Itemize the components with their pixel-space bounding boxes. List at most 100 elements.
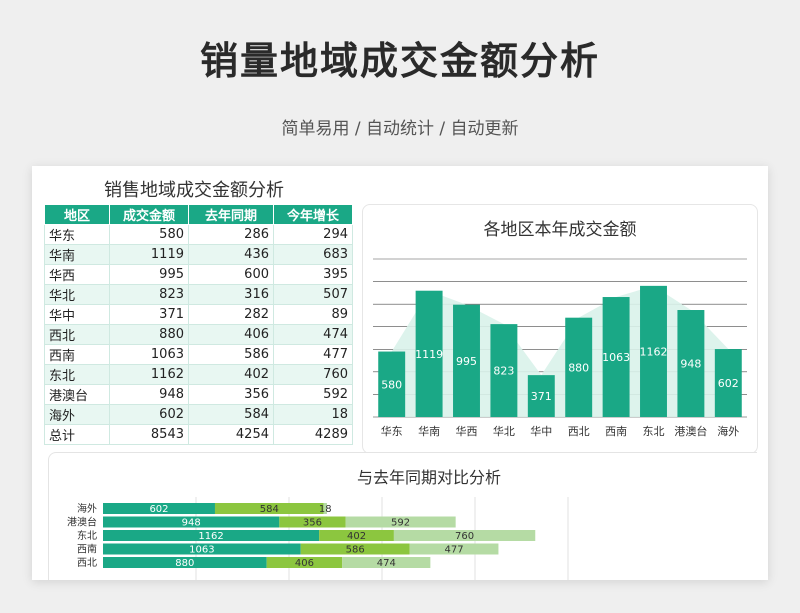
header-region: 地区 [44,204,110,225]
column-chart-card[interactable]: 各地区本年成交金额 580 华东 1119 华南 995 华西 823 华北 371 华中 880 西北… [362,204,758,454]
bar [453,304,480,417]
bar [490,324,518,417]
table-row: 东北 1162 402 760 [44,364,353,385]
cell-last-year[interactable]: 586 [188,344,274,365]
x-tick-label: 华中 [530,424,552,438]
cell-amount[interactable]: 8543 [109,424,189,445]
sales-table: 地区 成交金额 去年同期 今年增长 华东 580 286 294 华南 1119… [44,204,353,445]
cell-growth[interactable]: 760 [273,364,353,385]
cell-region[interactable]: 华北 [44,284,110,305]
cell-amount[interactable]: 1063 [109,344,189,365]
table-row: 海外 602 584 18 [44,404,353,425]
cell-region[interactable]: 华南 [44,244,110,265]
cell-growth[interactable]: 395 [273,264,353,285]
bar-value-label: 1162 [198,531,223,542]
bar-segment [300,543,410,555]
bar-value-label: 580 [381,378,402,391]
bar-value-label: 995 [456,355,477,368]
bar-segment [323,503,327,514]
comparison-chart-card[interactable]: 与去年同期对比分析 海外 602 584 18 港澳台 948 356 592 东北 1162 402… [48,452,757,580]
cell-region[interactable]: 华中 [44,304,110,325]
bar-segment [279,516,346,528]
y-tick-label: 海外 [77,502,97,515]
bar-value-label: 948 [182,518,201,529]
bar [527,375,555,417]
bar-value-label: 880 [568,361,589,374]
table-row: 华西 995 600 395 [44,264,353,285]
cell-region[interactable]: 总计 [44,424,110,445]
bar-segment [103,543,301,555]
bar-value-label: 1063 [602,351,630,364]
page-subtitle: 简单易用 / 自动统计 / 自动更新 [281,119,519,139]
cell-amount[interactable]: 823 [109,284,189,305]
cell-region[interactable]: 港澳台 [44,384,110,405]
x-tick-label: 西北 [568,425,590,438]
bar-value-label: 356 [303,518,322,529]
cell-last-year[interactable]: 584 [188,404,274,425]
cell-last-year[interactable]: 406 [188,324,274,345]
cell-growth[interactable]: 474 [273,324,353,345]
cell-growth[interactable]: 294 [273,224,353,245]
cell-growth[interactable]: 683 [273,244,353,265]
bar-value-label: 760 [455,531,474,542]
cell-growth[interactable]: 477 [273,344,353,365]
cell-last-year[interactable]: 316 [188,284,274,305]
cell-region[interactable]: 海外 [44,404,110,425]
cell-last-year[interactable]: 4254 [188,424,274,445]
cell-last-year[interactable]: 402 [188,364,274,385]
bar [677,310,705,417]
spreadsheet-sheet: 销售地域成交金额分析 地区 成交金额 去年同期 今年增长 华东 580 286 … [32,166,768,580]
table-row: 港澳台 948 356 592 [44,384,353,405]
bar-value-label: 371 [531,390,552,403]
chart-title: 各地区本年成交金额 [484,220,637,240]
cell-growth[interactable]: 89 [273,304,353,325]
cell-amount[interactable]: 880 [109,324,189,345]
bar [640,285,667,417]
cell-region[interactable]: 东北 [44,364,110,385]
cell-last-year[interactable]: 282 [188,304,274,325]
cell-amount[interactable]: 602 [109,404,189,425]
cell-last-year[interactable]: 286 [188,224,274,245]
bar-value-label: 474 [377,558,396,569]
cell-amount[interactable]: 371 [109,304,189,325]
cell-last-year[interactable]: 356 [188,384,274,405]
bar-value-label: 602 [149,504,168,515]
bar-segment [266,557,343,568]
cell-region[interactable]: 华东 [44,224,110,245]
bar [378,351,406,417]
table-row: 华中 371 282 89 [44,304,353,325]
cell-growth[interactable]: 507 [273,284,353,305]
table-row: 华南 1119 436 683 [44,244,353,265]
bar [602,297,630,417]
bar-value-label: 1063 [189,545,214,556]
table-header-row: 地区 成交金额 去年同期 今年增长 [44,204,353,225]
cell-last-year[interactable]: 600 [188,264,274,285]
cell-region[interactable]: 华西 [44,264,110,285]
bar-value-label: 402 [347,531,366,542]
bar-segment [103,516,280,528]
chart-title: 与去年同期对比分析 [357,468,501,487]
cell-growth[interactable]: 4289 [273,424,353,445]
cell-region[interactable]: 西南 [44,344,110,365]
bar-value-label: 602 [718,377,739,390]
table-row: 西南 1063 586 477 [44,344,353,365]
cell-region[interactable]: 西北 [44,324,110,345]
header-amount: 成交金额 [109,204,189,225]
page-title: 销量地域成交金额分析 [199,39,600,83]
x-tick-label: 华北 [493,424,515,438]
x-tick-label: 港澳台 [674,424,707,438]
bar [415,290,443,417]
bar-segment [103,530,320,541]
cell-amount[interactable]: 1119 [109,244,189,265]
cell-last-year[interactable]: 436 [188,244,274,265]
bar-value-label: 586 [346,545,365,556]
cell-amount[interactable]: 948 [109,384,189,405]
cell-amount[interactable]: 580 [109,224,189,245]
cell-amount[interactable]: 1162 [109,364,189,385]
cell-amount[interactable]: 995 [109,264,189,285]
x-tick-label: 东北 [643,425,665,438]
cell-growth[interactable]: 592 [273,384,353,405]
cell-growth[interactable]: 18 [273,404,353,425]
y-tick-label: 东北 [77,529,97,542]
bar-value-label: 18 [319,504,332,515]
